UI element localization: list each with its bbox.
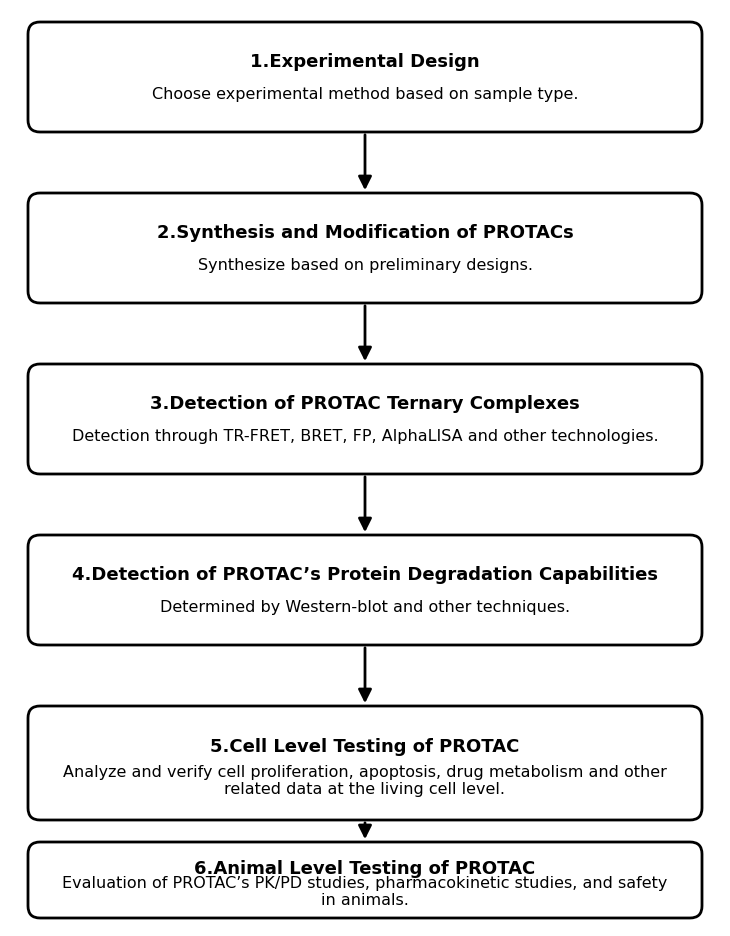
Text: 2.Synthesis and Modification of PROTACs: 2.Synthesis and Modification of PROTACs (157, 224, 573, 241)
FancyBboxPatch shape (28, 842, 702, 918)
FancyBboxPatch shape (28, 706, 702, 820)
Text: 5.Cell Level Testing of PROTAC: 5.Cell Level Testing of PROTAC (210, 739, 520, 756)
FancyBboxPatch shape (28, 193, 702, 303)
Text: Evaluation of PROTAC’s PK/PD studies, pharmacokinetic studies, and safety
in ani: Evaluation of PROTAC’s PK/PD studies, ph… (62, 876, 668, 908)
Text: 4.Detection of PROTAC’s Protein Degradation Capabilities: 4.Detection of PROTAC’s Protein Degradat… (72, 565, 658, 584)
FancyBboxPatch shape (28, 535, 702, 645)
Text: Choose experimental method based on sample type.: Choose experimental method based on samp… (152, 87, 578, 102)
Text: Determined by Western-blot and other techniques.: Determined by Western-blot and other tec… (160, 600, 570, 615)
FancyBboxPatch shape (28, 22, 702, 132)
Text: Analyze and verify cell proliferation, apoptosis, drug metabolism and other
rela: Analyze and verify cell proliferation, a… (63, 765, 667, 797)
FancyBboxPatch shape (28, 364, 702, 474)
Text: Detection through TR-FRET, BRET, FP, AlphaLISA and other technologies.: Detection through TR-FRET, BRET, FP, Alp… (72, 429, 658, 444)
Text: Synthesize based on preliminary designs.: Synthesize based on preliminary designs. (198, 258, 532, 273)
Text: 3.Detection of PROTAC Ternary Complexes: 3.Detection of PROTAC Ternary Complexes (150, 395, 580, 413)
Text: 6.Animal Level Testing of PROTAC: 6.Animal Level Testing of PROTAC (194, 860, 536, 878)
Text: 1.Experimental Design: 1.Experimental Design (250, 52, 480, 70)
